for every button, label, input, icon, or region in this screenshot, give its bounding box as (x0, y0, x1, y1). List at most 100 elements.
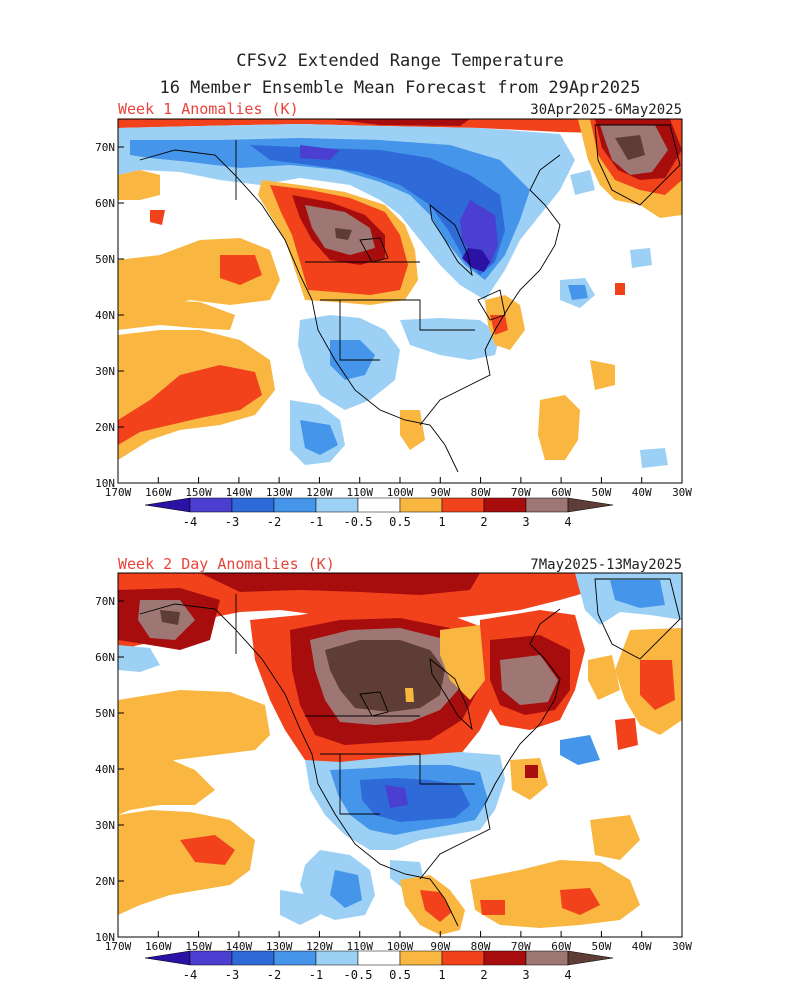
panel-week1-coastlines (139, 124, 681, 473)
panel-week2-dates: 7May2025-13May2025 (530, 557, 682, 573)
colorbar-label: 2 (480, 515, 487, 529)
panel-week1-lat-axis: 70N 60N 50N 40N 30N 20N 10N (95, 141, 124, 490)
lat-tick-label: 30N (95, 819, 115, 832)
lat-tick-label: 60N (95, 651, 115, 664)
colorbar-swatch (525, 950, 569, 966)
panel-week2-anomaly-field (118, 573, 682, 937)
colorbar-label: 1 (438, 968, 445, 982)
lon-tick-label: 140W (226, 940, 253, 953)
panel-week1-dates: 30Apr2025-6May2025 (530, 102, 682, 118)
lat-tick-label: 60N (95, 197, 115, 210)
lon-tick-label: 130W (266, 940, 293, 953)
colorbar-swatch (315, 950, 359, 966)
lon-tick-label: 90W (430, 486, 450, 499)
lon-tick-label: 70W (511, 940, 531, 953)
lon-tick-label: 170W (105, 486, 132, 499)
colorbar-label: 0.5 (389, 968, 411, 982)
colorbar-label: -0.5 (344, 515, 373, 529)
panel-week1-anomaly-field (118, 119, 682, 483)
colorbar-label: 1 (438, 515, 445, 529)
lat-tick-label: 50N (95, 707, 115, 720)
lon-tick-label: 30W (672, 486, 692, 499)
lon-tick-label: 110W (346, 486, 373, 499)
colorbar-label: -4 (183, 515, 197, 529)
lon-tick-label: 130W (266, 486, 293, 499)
lat-tick-label: 70N (95, 595, 115, 608)
panel-week2-label: Week 2 Day Anomalies (K) (118, 555, 335, 573)
colorbar-label: 3 (522, 515, 529, 529)
colorbar-label: -1 (309, 515, 323, 529)
colorbar-swatch (441, 497, 485, 513)
lon-tick-label: 120W (306, 486, 333, 499)
lon-tick-label: 90W (430, 940, 450, 953)
lon-tick-label: 40W (632, 940, 652, 953)
panel-week2-lon-axis: 170W 160W 150W 140W 130W 120W 110W 100W 90W 80W 70… (105, 931, 692, 953)
colorbar-week2: -4 -3 -2 -1 -0.5 0.5 1 2 3 4 (144, 950, 614, 982)
lat-tick-label: 10N (95, 477, 115, 490)
colorbar-label: 0.5 (389, 515, 411, 529)
lon-tick-label: 160W (145, 940, 172, 953)
colorbar-swatch (189, 950, 233, 966)
lon-tick-label: 50W (591, 940, 611, 953)
colorbar-swatch-left-arrow (144, 497, 191, 513)
lat-tick-label: 30N (95, 365, 115, 378)
colorbar-label: -3 (225, 515, 239, 529)
lon-tick-label: 40W (632, 486, 652, 499)
colorbar-swatch (483, 497, 527, 513)
lat-tick-label: 20N (95, 875, 115, 888)
colorbar-label: 4 (564, 515, 571, 529)
lon-tick-label: 30W (672, 940, 692, 953)
colorbar-swatch-right-arrow (567, 497, 614, 513)
panel-week2-lat-axis: 70N 60N 50N 40N 30N 20N 10N (95, 595, 124, 944)
lat-tick-label: 70N (95, 141, 115, 154)
lon-tick-label: 70W (511, 486, 531, 499)
colorbar-label: -0.5 (344, 968, 373, 982)
colorbar-swatch (483, 950, 527, 966)
colorbar-swatch (231, 497, 275, 513)
lon-tick-label: 100W (387, 486, 414, 499)
lon-tick-label: 80W (471, 940, 491, 953)
colorbar-swatch (399, 950, 443, 966)
colorbar-swatch (231, 950, 275, 966)
colorbar-label: -3 (225, 968, 239, 982)
lat-tick-label: 50N (95, 253, 115, 266)
colorbar-swatch (189, 497, 233, 513)
lon-tick-label: 150W (185, 940, 212, 953)
colorbar-label: -2 (267, 515, 281, 529)
lat-tick-label: 20N (95, 421, 115, 434)
lon-tick-label: 120W (306, 940, 333, 953)
figure-title-line2: 16 Member Ensemble Mean Forecast from 29… (159, 78, 640, 98)
lon-tick-label: 100W (387, 940, 414, 953)
lon-tick-label: 150W (185, 486, 212, 499)
lat-tick-label: 40N (95, 309, 115, 322)
colorbar-label: 4 (564, 968, 571, 982)
panel-week2: Week 2 Day Anomalies (K) 7May2025-13May2… (95, 555, 692, 953)
lon-tick-label: 110W (346, 940, 373, 953)
lat-tick-label: 40N (95, 763, 115, 776)
colorbar-label: -4 (183, 968, 197, 982)
colorbar-week1: -4 -3 -2 -1 -0.5 0.5 1 2 3 4 (144, 497, 614, 529)
colorbar-swatch (357, 950, 401, 966)
colorbar-swatch-right-arrow (567, 950, 614, 966)
colorbar-swatch (441, 950, 485, 966)
lon-tick-label: 60W (551, 940, 571, 953)
colorbar-label: -1 (309, 968, 323, 982)
lon-tick-label: 80W (471, 486, 491, 499)
lon-tick-label: 160W (145, 486, 172, 499)
panel-week1-lon-axis: 170W 160W 150W 140W 130W 120W 110W 100W 90W 80W 70… (105, 477, 692, 499)
panel-week2-coastlines (139, 578, 681, 927)
lon-tick-label: 50W (591, 486, 611, 499)
colorbar-swatch (315, 497, 359, 513)
colorbar-swatch (525, 497, 569, 513)
colorbar-swatch-left-arrow (144, 950, 191, 966)
colorbar-swatch (273, 950, 317, 966)
lon-tick-label: 60W (551, 486, 571, 499)
lat-tick-label: 10N (95, 931, 115, 944)
panel-week1: Week 1 Anomalies (K) 30Apr2025-6May2025 (95, 100, 692, 499)
lon-tick-label: 170W (105, 940, 132, 953)
colorbar-swatch (357, 497, 401, 513)
colorbar-label: -2 (267, 968, 281, 982)
figure-title-line1: CFSv2 Extended Range Temperature (236, 51, 564, 71)
colorbar-label: 3 (522, 968, 529, 982)
colorbar-swatch (273, 497, 317, 513)
